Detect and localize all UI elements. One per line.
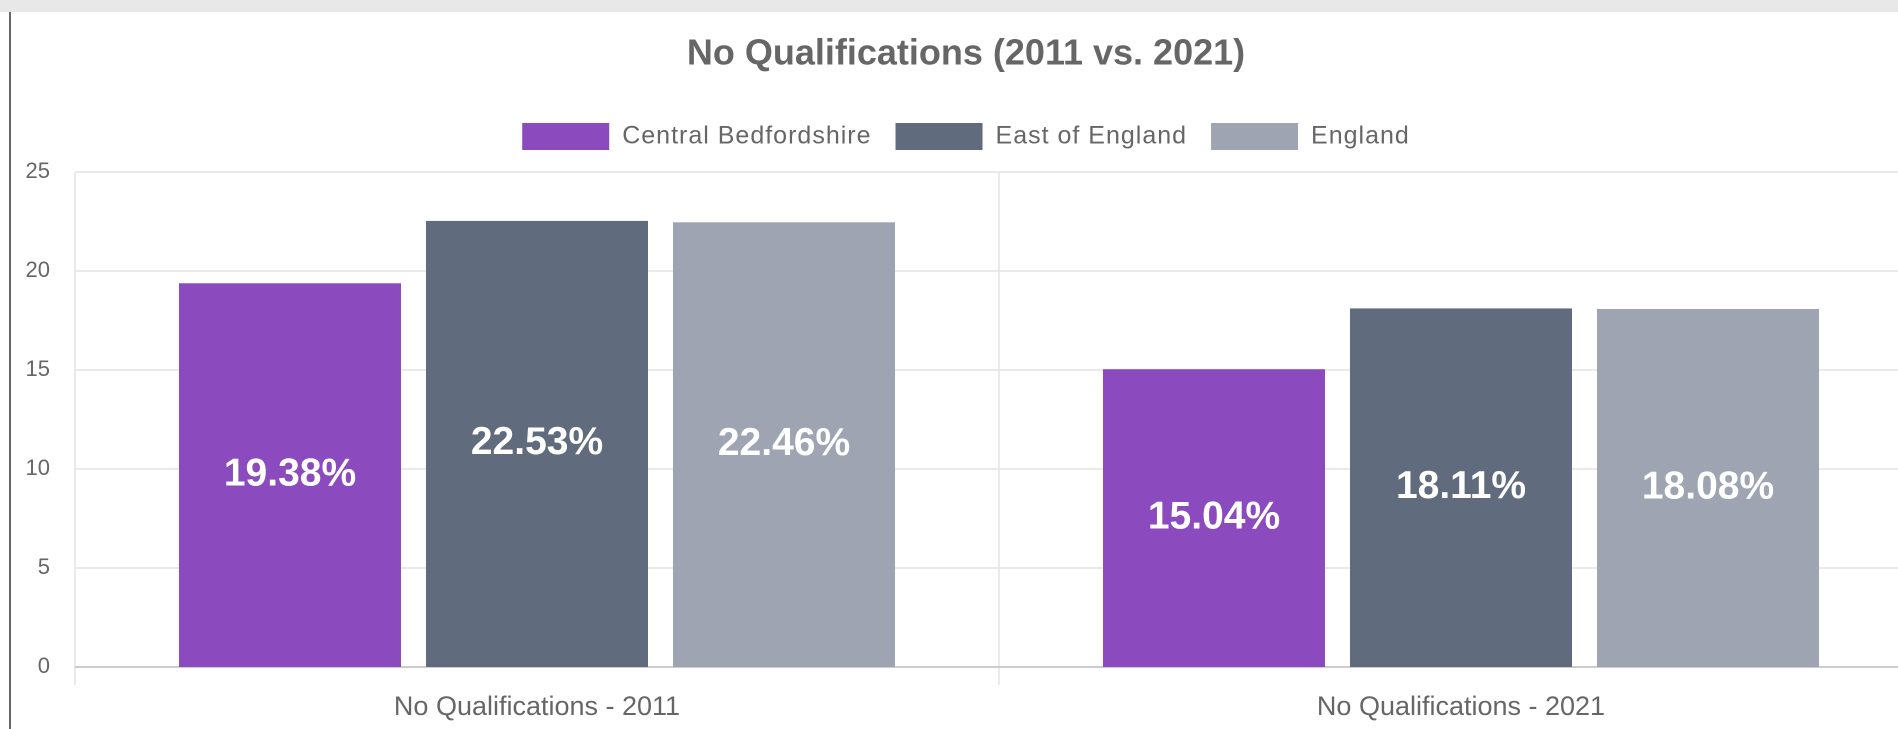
x-tick-label: No Qualifications - 2021 — [1317, 691, 1605, 721]
data-label: 22.53% — [471, 420, 603, 463]
y-tick-label: 0 — [38, 653, 50, 678]
data-label: 22.46% — [718, 421, 850, 464]
top-bar — [0, 0, 1898, 12]
x-tick-label: No Qualifications - 2011 — [394, 691, 680, 721]
bar — [673, 222, 895, 668]
legend-swatch — [522, 123, 610, 150]
data-label: 18.08% — [1642, 464, 1774, 507]
y-tick-label: 5 — [38, 554, 50, 579]
legend-label: England — [1311, 122, 1410, 150]
bar — [426, 220, 648, 667]
data-label: 19.38% — [224, 451, 356, 494]
bar — [1350, 308, 1572, 667]
legend-swatch — [895, 123, 983, 150]
bar — [1597, 309, 1819, 667]
data-label: 15.04% — [1148, 494, 1280, 537]
y-tick-label: 10 — [26, 455, 50, 480]
legend: Central Bedfordshire East of England Engla… — [522, 122, 1410, 150]
data-label: 18.11% — [1396, 464, 1526, 507]
legend-swatch — [1211, 123, 1299, 150]
bar — [179, 283, 401, 667]
y-tick-label: 20 — [26, 257, 50, 282]
chart-title: No Qualifications (2011 vs. 2021) — [687, 32, 1245, 73]
legend-label: East of England — [996, 122, 1188, 150]
bar — [1103, 369, 1325, 667]
legend-label: Central Bedfordshire — [622, 122, 871, 150]
y-tick-label: 15 — [26, 356, 50, 381]
y-tick-label: 25 — [26, 158, 50, 183]
